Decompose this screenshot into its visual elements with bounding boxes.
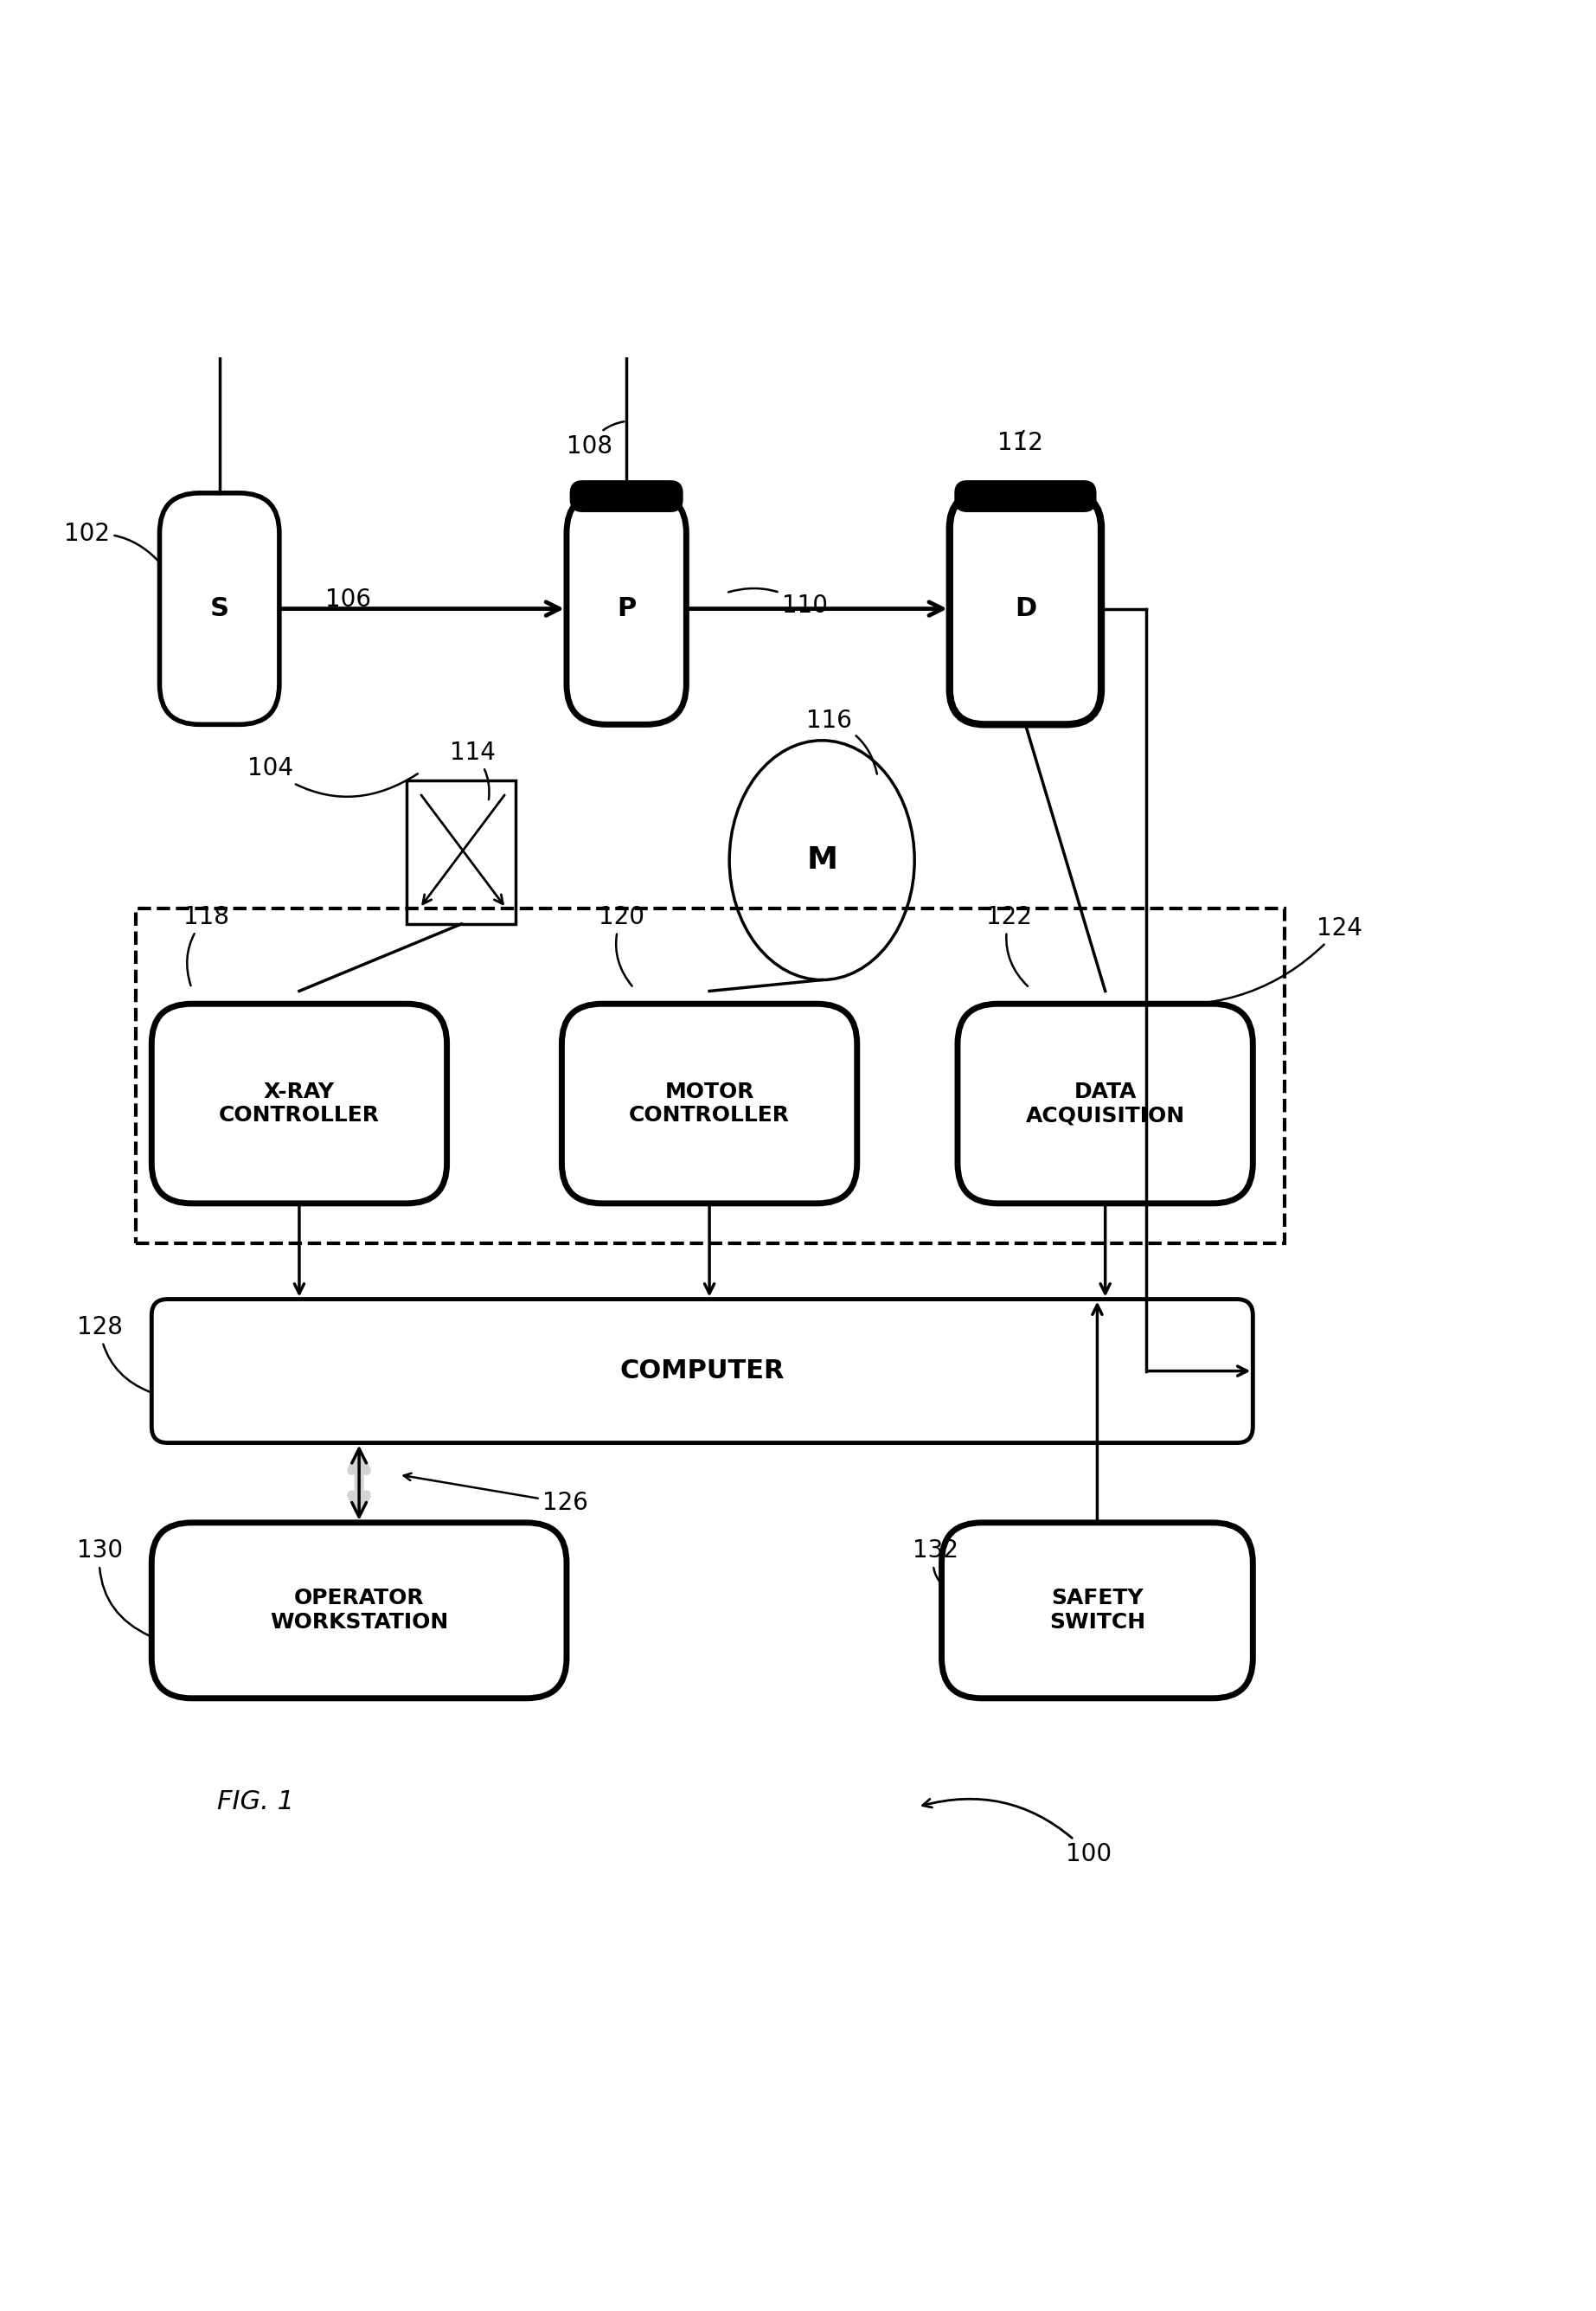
Text: 118: 118 — [184, 906, 230, 984]
Text: 104: 104 — [247, 756, 418, 797]
FancyBboxPatch shape — [152, 1003, 447, 1204]
FancyBboxPatch shape — [567, 492, 686, 723]
Text: S: S — [211, 596, 228, 622]
Text: D: D — [1015, 596, 1036, 622]
Text: SAFETY
SWITCH: SAFETY SWITCH — [1049, 1588, 1146, 1634]
Text: OPERATOR
WORKSTATION: OPERATOR WORKSTATION — [270, 1588, 448, 1634]
Text: 100: 100 — [922, 1798, 1112, 1867]
Text: 132: 132 — [913, 1539, 959, 1583]
Bar — [407, 781, 516, 924]
Text: 110: 110 — [728, 589, 828, 617]
Text: 130: 130 — [77, 1539, 150, 1636]
FancyArrowPatch shape — [351, 1449, 367, 1516]
Text: 108: 108 — [567, 421, 624, 458]
FancyBboxPatch shape — [562, 1003, 857, 1204]
Text: FIG. 1: FIG. 1 — [217, 1789, 294, 1814]
Text: MOTOR
CONTROLLER: MOTOR CONTROLLER — [629, 1082, 790, 1125]
Text: X-RAY
CONTROLLER: X-RAY CONTROLLER — [219, 1082, 380, 1125]
Text: 114: 114 — [450, 740, 496, 800]
Text: 112: 112 — [998, 430, 1044, 455]
FancyBboxPatch shape — [958, 1003, 1253, 1204]
Text: 106: 106 — [326, 587, 370, 612]
FancyBboxPatch shape — [954, 481, 1096, 513]
FancyBboxPatch shape — [570, 481, 683, 513]
Text: 126: 126 — [404, 1472, 589, 1516]
FancyBboxPatch shape — [152, 1299, 1253, 1442]
Bar — [136, 908, 1285, 1243]
Text: 122: 122 — [986, 906, 1033, 987]
FancyBboxPatch shape — [942, 1523, 1253, 1699]
Text: P: P — [616, 596, 637, 622]
Text: 102: 102 — [64, 522, 158, 562]
FancyBboxPatch shape — [152, 1523, 567, 1699]
FancyBboxPatch shape — [950, 492, 1101, 723]
FancyArrowPatch shape — [351, 1456, 367, 1509]
Text: DATA
ACQUISITION: DATA ACQUISITION — [1026, 1082, 1184, 1125]
Text: COMPUTER: COMPUTER — [619, 1359, 785, 1384]
Text: 116: 116 — [806, 709, 878, 774]
Text: M: M — [806, 846, 838, 876]
FancyBboxPatch shape — [160, 492, 279, 723]
Text: 120: 120 — [598, 906, 645, 987]
Ellipse shape — [729, 740, 915, 980]
Text: 128: 128 — [77, 1315, 150, 1391]
Text: 124: 124 — [1157, 915, 1363, 1005]
